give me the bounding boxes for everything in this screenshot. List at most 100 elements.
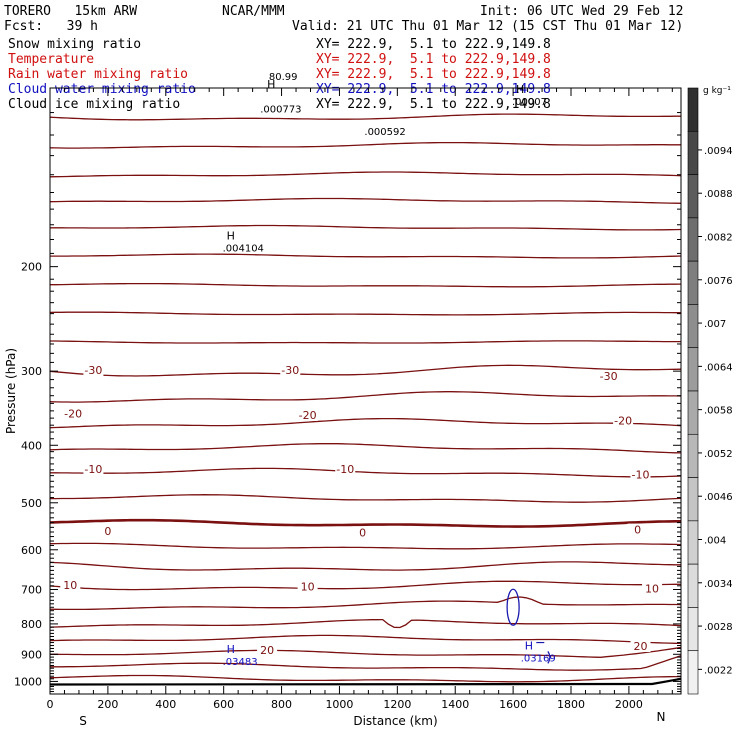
colorbar-swatch <box>687 650 699 695</box>
temperature-contour-label: 0 <box>359 526 366 539</box>
temperature-contour-6 <box>50 282 682 288</box>
temperature-contour-label: 20 <box>260 644 274 657</box>
temperature-contour-label: 20 <box>633 640 647 653</box>
temperature-contour-label: -20 <box>64 408 82 421</box>
temperature-contour-13 <box>50 467 682 478</box>
colorbar-swatch <box>687 87 699 132</box>
contour-label-bg <box>352 526 373 539</box>
x-tick-label: 1000 <box>325 698 353 711</box>
maximum-value: .00007 <box>512 97 547 108</box>
y-tick-label: 200 <box>21 261 42 274</box>
colorbar-tick-label: .0022 <box>704 665 733 676</box>
x-tick-label: 1600 <box>499 698 527 711</box>
cloud-water-contour-1 <box>506 588 520 626</box>
colorbar-swatch <box>687 304 699 349</box>
temperature-contour-1 <box>49 141 681 149</box>
x-tick-label: 400 <box>155 698 176 711</box>
temperature-contour-10 <box>49 391 682 403</box>
y-tick-label: 400 <box>21 439 42 452</box>
temperature-contour-label: -20 <box>614 415 632 428</box>
x-tick-label: 200 <box>97 698 118 711</box>
colorbar-swatch <box>687 477 699 522</box>
contour-layer <box>49 113 682 686</box>
x-end-label-right: N <box>657 710 666 724</box>
temperature-contour-15 <box>49 518 681 528</box>
plot-frame <box>49 87 682 695</box>
x-tick-label: 800 <box>271 698 292 711</box>
field-xy-temperature: XY= 222.9, 5.1 to 222.9,149.8 <box>316 52 551 67</box>
x-tick-label: 0 <box>47 698 54 711</box>
contour-label-bg <box>335 462 356 475</box>
colorbar-swatch <box>687 130 699 175</box>
temperature-contour-label: -10 <box>336 463 354 476</box>
temperature-contour-18 <box>49 580 681 591</box>
field-name-rain: Rain water mixing ratio <box>8 67 189 82</box>
contour-label-bg <box>83 462 104 475</box>
x-end-label-left: S <box>79 714 87 728</box>
colorbar-tick-label: .0088 <box>704 189 733 200</box>
y-tick-label: 500 <box>21 497 42 510</box>
init-time: Init: 06 UTC Wed 29 Feb 12 <box>480 4 684 19</box>
temperature-contour-17 <box>49 561 681 571</box>
contour-label-bg <box>257 643 278 656</box>
temperature-contour-23 <box>50 654 682 671</box>
contour-label-bg <box>630 468 651 481</box>
temperature-contour-label: -10 <box>631 469 649 482</box>
valid-time: Valid: 21 UTC Thu 01 Mar 12 (15 CST Thu … <box>292 19 684 34</box>
maximum-marker: H <box>227 229 235 242</box>
y-axis-label: Pressure (hPa) <box>4 348 18 434</box>
temperature-contour-label: -20 <box>299 409 317 422</box>
x-axis-label: Distance (km) <box>353 714 437 728</box>
contour-label-layer: -30 -30 -30 -20 -20 -20 -10 -10 -10 0 0 0 10 10 10 20 20… <box>60 72 663 668</box>
temperature-contour-19 <box>49 596 682 611</box>
temperature-contour-20 <box>49 618 682 629</box>
x-tick-label: 1400 <box>441 698 469 711</box>
colorbar-swatch <box>687 607 699 652</box>
field-xy-cloud-water: XY= 222.9, 5.1 to 222.9,149.8 <box>316 82 551 97</box>
y-tick-label: 1000 <box>14 675 42 688</box>
x-tick-label: 1200 <box>383 698 411 711</box>
maximum-value: 80.99 <box>269 72 298 83</box>
temperature-contour-11 <box>49 417 682 429</box>
colorbar-swatch <box>687 563 699 608</box>
temperature-contour-label: -10 <box>84 463 102 476</box>
terrain-line <box>49 677 682 686</box>
colorbar-tick-label: .004 <box>704 536 726 547</box>
colorbar-swatch <box>687 390 699 435</box>
cloud-water-contour-2 <box>547 651 551 664</box>
y-tick-label: 300 <box>21 365 42 378</box>
contour-label-bg <box>598 370 619 383</box>
colorbar-tick-label: .0052 <box>704 449 733 460</box>
contour-label-bg <box>297 408 318 421</box>
colorbar-swatch <box>687 217 699 262</box>
field-xy-snow: XY= 222.9, 5.1 to 222.9,149.8 <box>316 37 551 52</box>
field-name-cloud-ice: Cloud ice mixing ratio <box>8 97 181 112</box>
maximum-marker: H <box>525 639 533 652</box>
maximum-value: .03483 <box>223 657 258 668</box>
temperature-contour-21 <box>49 634 682 645</box>
temperature-contour-label: 0 <box>104 525 111 538</box>
colorbar-tick-label: .0028 <box>704 622 733 633</box>
x-tick-label: 1800 <box>557 698 585 711</box>
temperature-contour-label: -30 <box>281 364 299 377</box>
colorbar-swatch <box>687 347 699 392</box>
colorbar-tick-label: .007 <box>704 319 726 330</box>
colorbar-swatch <box>687 174 699 219</box>
temperature-contour-9 <box>49 364 682 377</box>
maximum-value: .000773 <box>260 105 301 116</box>
y-tick-label: 800 <box>21 618 42 631</box>
contour-label-bg <box>280 364 301 377</box>
field-name-temperature: Temperature <box>8 52 95 67</box>
y-tick-label: 900 <box>21 648 42 661</box>
colorbar-tick-label: .0064 <box>704 362 733 373</box>
plot-border <box>49 87 682 695</box>
contour-label-bg <box>97 524 118 537</box>
colorbar-swatch <box>687 260 699 305</box>
forecast-hour: Fcst: 39 h <box>4 19 98 34</box>
temperature-contour-12 <box>49 443 682 454</box>
contour-label-bg <box>63 407 84 420</box>
temperature-contour-7 <box>49 311 681 316</box>
